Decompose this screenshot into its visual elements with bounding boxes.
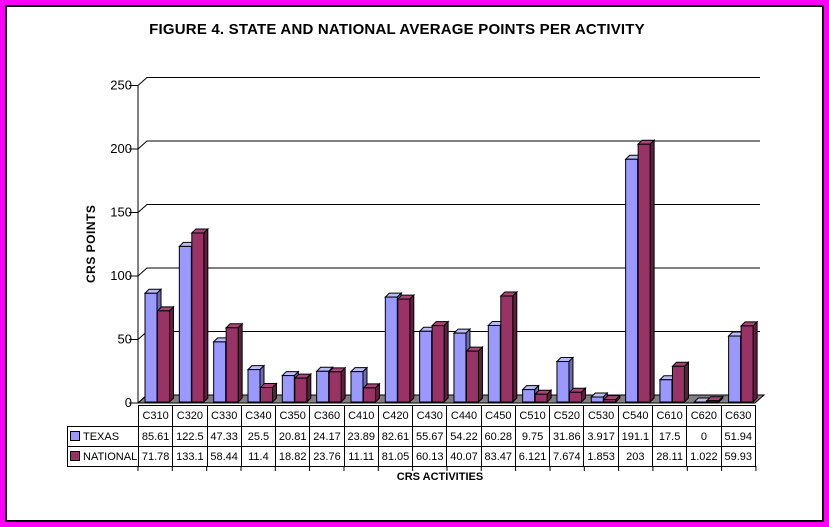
value-cell: 28.11 <box>651 446 688 467</box>
value-cell: 40.07 <box>446 446 482 467</box>
x-axis-title: CRS ACTIVITIES <box>396 471 484 483</box>
y-tick-label: 150 <box>110 205 132 220</box>
value-cell: 60.28 <box>480 426 516 447</box>
category-header: C540 <box>617 405 653 427</box>
value-cell: 58.44 <box>206 446 242 467</box>
value-cell: 18.82 <box>275 446 311 467</box>
y-tick-label: 50 <box>118 332 132 347</box>
category-header: C310 <box>137 405 174 427</box>
value-cell: 9.75 <box>514 426 551 447</box>
data-table: C310 C320 C330 C340 C350 C360 C410 C420 C430 C440… <box>67 405 757 467</box>
gridline <box>129 331 760 340</box>
bar-national-C530 <box>602 394 621 404</box>
category-header: C430 <box>412 405 448 427</box>
bar-national-C420 <box>396 293 416 404</box>
bar-national-C540 <box>636 138 656 404</box>
gridline <box>129 204 760 213</box>
bar-national-C330 <box>224 322 244 404</box>
gridline <box>129 140 760 150</box>
value-cell: 6.121 <box>514 446 551 467</box>
bar-national-C430 <box>430 320 450 404</box>
bar-national-C410 <box>362 382 381 404</box>
value-cell: 82.61 <box>377 426 414 447</box>
bar-national-C520 <box>568 387 587 404</box>
category-header: C320 <box>172 405 208 427</box>
legend-national: NATIONAL <box>67 446 139 467</box>
category-header: C350 <box>275 405 311 427</box>
value-cell: 3.917 <box>583 426 619 447</box>
gridline <box>129 267 760 277</box>
value-cell: 11.4 <box>240 446 277 467</box>
category-header: C440 <box>446 405 482 427</box>
value-cell: 23.89 <box>343 426 379 447</box>
category-header: C420 <box>377 405 414 427</box>
value-cell: 24.17 <box>309 426 345 447</box>
value-cell: 71.78 <box>137 446 174 467</box>
category-header: C330 <box>206 405 242 427</box>
y-axis-title: CRS POINTS <box>84 204 98 284</box>
bar-national-C510 <box>533 389 553 404</box>
table-corner-blank <box>68 406 139 427</box>
y-tick-label: 0 <box>125 395 132 410</box>
table-row: NATIONAL 71.78 133.1 58.44 11.4 18.82 23.76 11.… <box>67 446 757 467</box>
category-header: C510 <box>514 405 551 427</box>
table-row: TEXAS 85.61 122.5 47.33 25.5 20.81 24.17 23.89 8… <box>67 426 757 447</box>
bar-texas-C520 <box>555 356 575 404</box>
value-cell: 47.33 <box>206 426 242 447</box>
value-cell: 1.853 <box>583 446 619 467</box>
value-cell: 191.1 <box>617 426 653 447</box>
category-header: C410 <box>343 405 379 427</box>
legend-swatch-icon <box>70 430 80 441</box>
value-cell: 85.61 <box>137 426 174 447</box>
value-cell: 25.5 <box>240 426 277 447</box>
value-cell: 17.5 <box>651 426 688 447</box>
value-cell: 31.86 <box>549 426 585 447</box>
category-header: C520 <box>549 405 585 427</box>
legend-swatch-icon <box>70 450 80 461</box>
value-cell: 81.05 <box>377 446 414 467</box>
category-header: C610 <box>651 405 688 427</box>
value-cell: 203 <box>617 446 653 467</box>
bar-national-C310 <box>156 305 175 404</box>
table-row: C310 C320 C330 C340 C350 C360 C410 C420 C430 C440… <box>68 405 757 427</box>
bar-national-C450 <box>499 290 519 404</box>
bar-national-C610 <box>671 361 690 404</box>
gridline <box>129 77 760 86</box>
value-cell: 83.47 <box>480 446 516 467</box>
y-tick-label: 200 <box>110 141 132 156</box>
value-cell: 7.674 <box>549 446 585 467</box>
value-cell: 23.76 <box>309 446 345 467</box>
value-cell: 54.22 <box>446 426 482 447</box>
value-cell: 1.022 <box>686 446 722 467</box>
category-header: C360 <box>309 405 345 427</box>
bar-national-C320 <box>190 227 210 404</box>
chart-title: FIGURE 4. STATE AND NATIONAL AVERAGE POI… <box>149 21 645 38</box>
y-tick-label: 250 <box>110 78 132 93</box>
bar-national-C620 <box>705 395 724 404</box>
value-cell: 0 <box>686 426 722 447</box>
value-cell: 60.13 <box>412 446 448 467</box>
value-cell: 59.93 <box>720 446 757 467</box>
value-cell: 11.11 <box>343 446 379 467</box>
legend-texas: TEXAS <box>67 426 139 447</box>
bar-national-C340 <box>259 382 278 404</box>
category-header: C340 <box>240 405 277 427</box>
category-header: C630 <box>720 405 757 427</box>
value-cell: 20.81 <box>275 426 311 447</box>
category-header: C450 <box>480 405 516 427</box>
bar-national-C360 <box>327 366 347 404</box>
value-cell: 55.67 <box>412 426 448 447</box>
bar-national-C630 <box>739 320 759 404</box>
value-cell: 133.1 <box>172 446 208 467</box>
bar-national-C440 <box>465 345 484 404</box>
value-cell: 51.94 <box>720 426 757 447</box>
value-cell: 122.5 <box>172 426 208 447</box>
y-tick-label: 100 <box>110 268 132 283</box>
category-header: C620 <box>686 405 722 427</box>
category-header: C530 <box>583 405 619 427</box>
bar-national-C350 <box>293 372 313 404</box>
